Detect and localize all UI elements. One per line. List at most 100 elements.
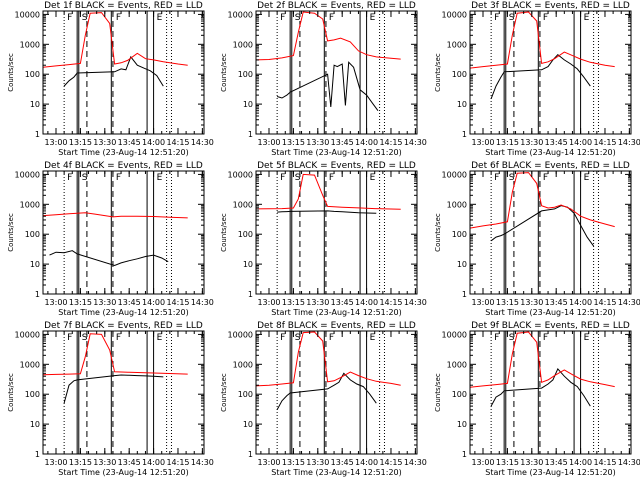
chart-title: Det 6f BLACK = Events, RED = LLD xyxy=(471,161,630,171)
chart-panel: 1 10 100 1000 10000 13:00 13:15 13:30 13:45 14:00… xyxy=(220,321,427,477)
y-tick-label: 100 xyxy=(238,230,253,239)
y-tick-label: 10000 xyxy=(228,170,253,179)
x-tick-label: 13:00 xyxy=(471,458,494,467)
chart-title: Det 5f BLACK = Events, RED = LLD xyxy=(257,161,416,171)
x-tick-label: 14:30 xyxy=(618,298,640,307)
attenuator-marker: E xyxy=(584,13,590,23)
x-tick-label: 13:00 xyxy=(257,138,280,147)
events-series-line xyxy=(63,374,164,404)
attenuator-marker: E xyxy=(370,173,376,183)
attenuator-marker: S xyxy=(509,13,515,23)
y-tick-label: 1 xyxy=(248,450,253,459)
y-tick-label: 10 xyxy=(457,260,467,269)
attenuator-marker: F xyxy=(280,333,285,343)
y-tick-label: 10000 xyxy=(15,330,40,339)
x-tick-label: 14:15 xyxy=(166,138,189,147)
plot-frame xyxy=(255,170,418,295)
x-tick-label: 13:30 xyxy=(306,138,329,147)
y-tick-label: 10 xyxy=(30,260,40,269)
lld-series-line xyxy=(255,331,401,387)
attenuator-marker: F xyxy=(494,173,499,183)
x-tick-label: 14:15 xyxy=(593,298,616,307)
y-tick-label: 1000 xyxy=(447,360,467,369)
chart-title: Det 2f BLACK = Events, RED = LLD xyxy=(257,1,416,11)
plot-frame xyxy=(469,170,632,295)
y-tick-label: 10000 xyxy=(228,10,253,19)
attenuator-marker: F xyxy=(116,333,121,343)
y-axis-label: Counts/sec xyxy=(7,373,15,412)
y-tick-label: 1000 xyxy=(20,360,40,369)
attenuator-marker: S xyxy=(82,333,88,343)
y-axis-label: Counts/sec xyxy=(434,213,442,252)
lld-series-line xyxy=(42,333,188,376)
y-tick-label: 1 xyxy=(35,450,40,459)
x-tick-label: 13:45 xyxy=(118,298,141,307)
attenuator-marker: S xyxy=(295,333,301,343)
x-tick-label: 14:15 xyxy=(166,298,189,307)
x-tick-label: 13:45 xyxy=(545,138,568,147)
x-tick-label: 14:00 xyxy=(569,458,592,467)
chart-panel: 1 10 100 1000 10000 13:00 13:15 13:30 13:45 14:00… xyxy=(7,321,214,477)
events-series-line xyxy=(490,367,591,407)
x-tick-label: 14:30 xyxy=(618,138,640,147)
y-tick-label: 1 xyxy=(462,130,467,139)
y-tick-label: 1000 xyxy=(20,200,40,209)
attenuator-marker: E xyxy=(157,13,163,23)
x-tick-label: 13:30 xyxy=(520,298,543,307)
y-tick-label: 1 xyxy=(462,290,467,299)
y-axis-label: Counts/sec xyxy=(7,53,15,92)
x-tick-label: 13:45 xyxy=(331,138,354,147)
x-tick-label: 13:45 xyxy=(331,458,354,467)
x-tick-label: 13:15 xyxy=(282,458,305,467)
x-tick-label: 13:30 xyxy=(306,298,329,307)
y-tick-label: 10 xyxy=(243,260,253,269)
lld-series-line xyxy=(255,11,401,61)
x-tick-label: 14:15 xyxy=(166,458,189,467)
attenuator-marker: S xyxy=(509,173,515,183)
x-tick-label: 13:15 xyxy=(496,458,519,467)
x-tick-label: 13:45 xyxy=(118,458,141,467)
x-axis-label: Start Time (23-Aug-14 12:51:20) xyxy=(58,468,189,477)
y-tick-label: 10000 xyxy=(442,10,467,19)
x-tick-label: 14:15 xyxy=(593,458,616,467)
x-tick-label: 13:30 xyxy=(306,458,329,467)
attenuator-marker: F xyxy=(116,173,121,183)
y-tick-label: 10 xyxy=(243,100,253,109)
chart-panel: 1 10 100 1000 10000 13:00 13:15 13:30 13:45 14:00… xyxy=(434,161,640,317)
lld-series-line xyxy=(469,172,615,229)
events-series-line xyxy=(276,372,377,411)
x-tick-label: 14:00 xyxy=(569,298,592,307)
attenuator-marker: E xyxy=(370,13,376,23)
x-tick-label: 14:30 xyxy=(191,138,214,147)
y-tick-label: 10000 xyxy=(442,170,467,179)
x-tick-label: 13:00 xyxy=(44,298,67,307)
events-series-line xyxy=(63,55,164,87)
attenuator-marker: E xyxy=(370,333,376,343)
attenuator-marker: F xyxy=(67,13,72,23)
attenuator-marker: F xyxy=(67,333,72,343)
x-tick-label: 13:15 xyxy=(282,298,305,307)
y-tick-label: 10 xyxy=(30,420,40,429)
x-tick-label: 13:00 xyxy=(257,458,280,467)
x-tick-label: 13:15 xyxy=(496,298,519,307)
attenuator-marker: S xyxy=(295,13,301,23)
y-tick-label: 10 xyxy=(30,100,40,109)
y-tick-label: 1000 xyxy=(233,200,253,209)
x-tick-label: 13:45 xyxy=(331,298,354,307)
lld-series-line xyxy=(469,11,615,69)
x-tick-label: 14:15 xyxy=(593,138,616,147)
x-tick-label: 14:00 xyxy=(355,458,378,467)
chart-panel: 1 10 100 1000 10000 13:00 13:15 13:30 13:45 14:00… xyxy=(434,1,640,157)
attenuator-marker: F xyxy=(329,13,334,23)
y-tick-label: 1000 xyxy=(233,360,253,369)
chart-title: Det 8f BLACK = Events, RED = LLD xyxy=(257,321,416,331)
y-tick-label: 1000 xyxy=(447,200,467,209)
lld-series-line xyxy=(255,173,401,210)
x-tick-label: 13:00 xyxy=(44,138,67,147)
attenuator-marker: F xyxy=(543,13,548,23)
x-tick-label: 13:00 xyxy=(471,138,494,147)
x-tick-label: 14:30 xyxy=(404,298,427,307)
x-tick-label: 13:45 xyxy=(545,298,568,307)
events-series-line xyxy=(490,205,595,247)
